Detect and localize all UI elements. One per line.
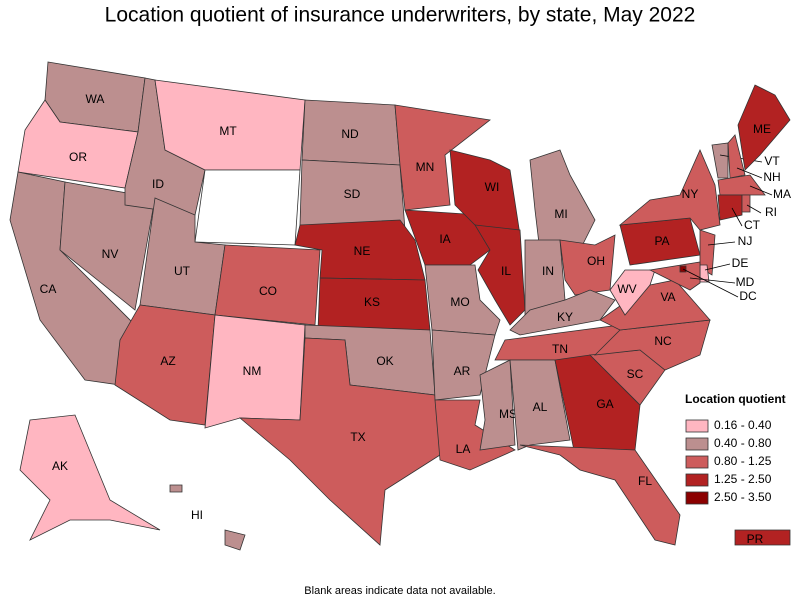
state-label: AK xyxy=(52,459,68,473)
state-label: DC xyxy=(739,289,757,303)
state xyxy=(717,194,743,221)
state xyxy=(519,444,681,546)
state-label: WV xyxy=(617,282,636,296)
legend-label: 0.16 - 0.40 xyxy=(714,418,772,432)
leader-line xyxy=(736,167,763,179)
footnote: Blank areas indicate data not available. xyxy=(304,585,495,597)
legend-label: 2.50 - 3.50 xyxy=(714,490,772,504)
state xyxy=(609,269,656,316)
state-label: FL xyxy=(638,474,652,488)
state-label: AZ xyxy=(160,354,175,368)
state-label: OK xyxy=(376,354,393,368)
state-label: IA xyxy=(439,232,450,246)
state-label: WI xyxy=(485,180,500,194)
state xyxy=(509,359,571,451)
map-title: Location quotient of insurance underwrit… xyxy=(105,4,696,27)
state-label: CA xyxy=(40,282,57,296)
state xyxy=(394,104,491,211)
state-label: MT xyxy=(219,124,237,138)
state-label: WA xyxy=(86,92,105,106)
legend-label: 1.25 - 2.50 xyxy=(714,472,772,486)
state xyxy=(224,529,246,551)
legend-swatch xyxy=(685,419,709,433)
state-label: KY xyxy=(557,310,573,324)
state-label: MO xyxy=(450,295,469,309)
leader-line xyxy=(746,204,762,214)
legend-label: 0.40 - 0.80 xyxy=(714,436,772,450)
state-label: SD xyxy=(344,187,361,201)
legend-swatch xyxy=(685,455,709,469)
state-label: SC xyxy=(627,367,644,381)
state-label: HI xyxy=(191,508,203,522)
state xyxy=(737,84,791,171)
state xyxy=(734,529,791,546)
state-label: MA xyxy=(773,187,791,201)
leader-line xyxy=(707,241,736,246)
state-label: CO xyxy=(259,284,277,298)
state-label: IL xyxy=(501,264,511,278)
state-label: ND xyxy=(341,127,359,141)
state xyxy=(699,229,716,276)
state xyxy=(474,224,526,326)
state-label: NC xyxy=(654,334,672,348)
state xyxy=(509,289,616,336)
state-label: NM xyxy=(243,364,262,378)
state-label: MN xyxy=(416,160,435,174)
state-label: TX xyxy=(350,430,365,444)
legend-title: Location quotient xyxy=(685,392,786,406)
state-label: PR xyxy=(747,532,764,546)
state xyxy=(431,329,496,401)
state-label: NY xyxy=(682,187,699,201)
leader-line xyxy=(749,185,773,196)
state xyxy=(727,134,746,179)
state-label: ID xyxy=(152,177,164,191)
state-label: MS xyxy=(499,407,517,421)
state xyxy=(717,174,766,196)
leader-line xyxy=(682,268,739,298)
legend-swatch xyxy=(685,473,709,487)
legend-label: 0.80 - 1.25 xyxy=(714,454,772,468)
leader-line xyxy=(689,277,736,284)
state-label: PA xyxy=(654,234,669,248)
state-label: AR xyxy=(454,364,471,378)
state xyxy=(238,337,441,546)
state-label: NJ xyxy=(738,234,753,248)
state xyxy=(479,359,516,451)
leader-line xyxy=(704,263,731,271)
state-label: VT xyxy=(764,154,780,168)
state xyxy=(711,142,729,179)
state xyxy=(169,484,183,493)
state-label: VA xyxy=(660,290,675,304)
state xyxy=(194,169,301,246)
state xyxy=(529,149,596,253)
leader-line xyxy=(731,207,743,227)
state xyxy=(554,354,641,456)
state xyxy=(618,149,721,231)
state-label: DE xyxy=(732,256,749,270)
state-label: IN xyxy=(542,264,554,278)
state-label: RI xyxy=(765,205,777,219)
state-label: ME xyxy=(753,122,771,136)
state-label: OH xyxy=(587,254,605,268)
state-label: NV xyxy=(102,247,119,261)
state xyxy=(648,261,701,291)
state xyxy=(741,194,751,213)
legend-swatch xyxy=(685,491,709,505)
state-label: GA xyxy=(596,397,613,411)
state-label: CT xyxy=(744,218,761,232)
state-label: NE xyxy=(354,244,371,258)
state-label: OR xyxy=(69,150,87,164)
state-label: MI xyxy=(554,207,567,221)
state-label: UT xyxy=(174,264,191,278)
state-label: LA xyxy=(456,442,471,456)
state-label: MD xyxy=(736,275,755,289)
legend-swatch xyxy=(685,437,709,451)
state-label: NH xyxy=(763,170,780,184)
state xyxy=(434,399,516,471)
state-label: KS xyxy=(364,295,380,309)
state xyxy=(19,414,161,541)
state-label: TN xyxy=(552,342,568,356)
state-label: AL xyxy=(533,400,548,414)
